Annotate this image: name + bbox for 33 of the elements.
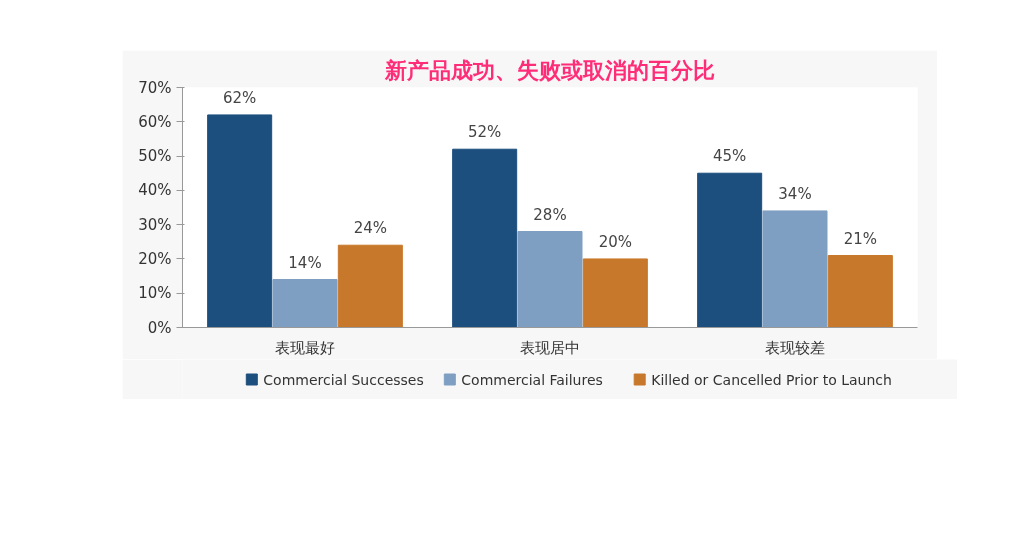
- y-tick-label: 0%: [147, 318, 172, 337]
- bar: [697, 172, 763, 328]
- text: 21%: [843, 229, 878, 248]
- text: 14%: [288, 253, 322, 272]
- y-tick-label: 70%: [138, 78, 172, 97]
- text: 62%: [223, 88, 257, 107]
- bar: [207, 114, 273, 328]
- x-tick-label: 表现居中: [520, 338, 580, 357]
- y-tick-label: 60%: [138, 112, 172, 131]
- bar: [452, 148, 518, 328]
- bar: [517, 231, 583, 328]
- y-tick-label: 10%: [138, 284, 172, 303]
- text: 20%: [598, 232, 633, 251]
- bar: [272, 279, 338, 328]
- chart-title: 新产品成功、失败或取消的百分比: [384, 57, 715, 83]
- text: 52%: [468, 123, 502, 142]
- x-tick-label: 表现较差: [765, 338, 825, 357]
- legend-label: Commercial Successes: [263, 371, 424, 388]
- text: 34%: [778, 184, 812, 203]
- y-tick-label: 20%: [138, 249, 172, 268]
- text: 45%: [713, 147, 747, 166]
- bar: [762, 210, 828, 328]
- x-tick-label: 表现最好: [275, 338, 335, 357]
- legend-label: Commercial Failures: [461, 371, 603, 388]
- bar: [827, 255, 893, 328]
- y-tick-label: 50%: [138, 147, 172, 166]
- legend-label: Killed or Cancelled Prior to Launch: [651, 371, 892, 388]
- y-tick-label: 30%: [138, 215, 172, 234]
- y-tick-label: 40%: [138, 181, 172, 200]
- bar: [337, 244, 403, 328]
- bar: [582, 258, 648, 328]
- text: 28%: [533, 205, 567, 224]
- text: 24%: [353, 219, 388, 238]
